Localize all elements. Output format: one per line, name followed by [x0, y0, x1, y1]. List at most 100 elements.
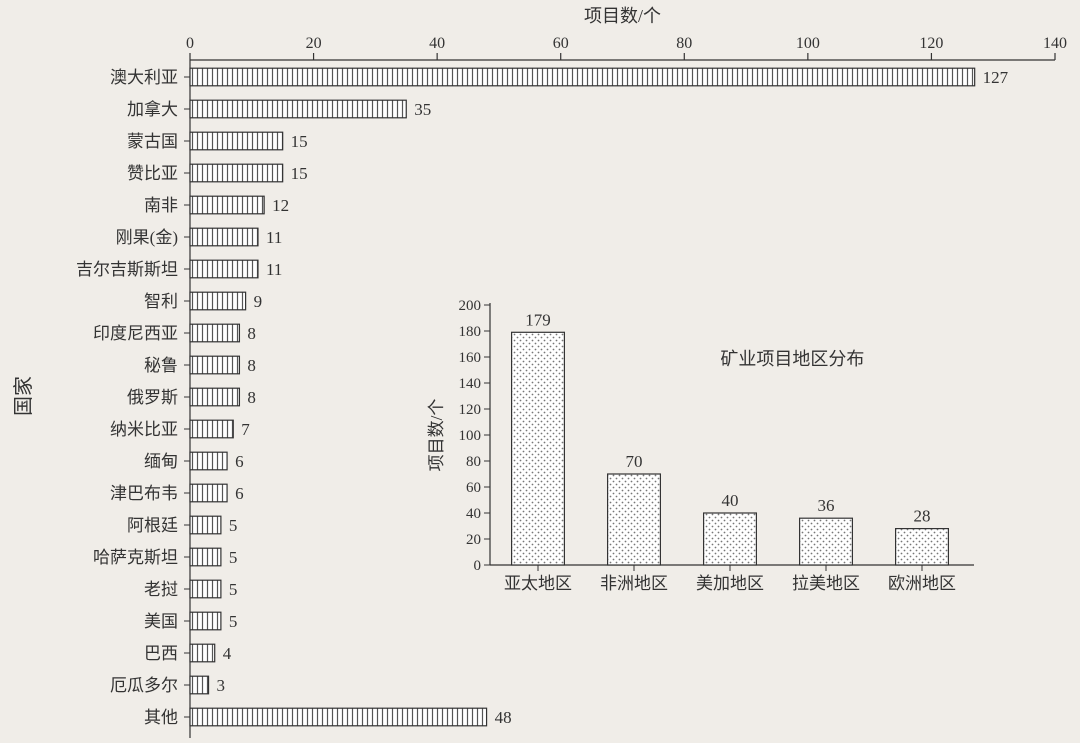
inset-y-tick-label: 100 — [459, 428, 482, 444]
value-label: 6 — [235, 484, 244, 503]
inset-value-label: 40 — [722, 491, 739, 510]
value-label: 15 — [291, 164, 308, 183]
inset-y-tick-label: 200 — [459, 298, 482, 314]
inset-category-label: 美加地区 — [696, 574, 764, 593]
bar — [190, 132, 283, 150]
bar — [190, 228, 258, 246]
inset-y-tick-label: 20 — [466, 532, 481, 548]
value-label: 8 — [247, 388, 256, 407]
inset-title: 矿业项目地区分布 — [720, 349, 864, 369]
category-label: 其他 — [144, 708, 178, 727]
value-label: 35 — [414, 100, 431, 119]
inset-bar — [896, 529, 949, 565]
inset-y-axis-label: 项目数/个 — [427, 399, 446, 472]
inset-value-label: 28 — [914, 507, 931, 526]
bar — [190, 388, 239, 406]
inset-y-tick-label: 140 — [459, 376, 482, 392]
bar — [190, 580, 221, 598]
category-label: 秘鲁 — [144, 356, 178, 375]
value-label: 48 — [495, 708, 512, 727]
category-label: 刚果(金) — [116, 228, 178, 247]
value-label: 11 — [266, 228, 282, 247]
x-tick-label: 120 — [919, 35, 943, 52]
value-label: 4 — [223, 644, 232, 663]
bar — [190, 356, 239, 374]
category-label: 蒙古国 — [127, 132, 178, 151]
chart-svg: 项目数/个020406080100120140澳大利亚127加拿大35蒙古国15… — [0, 0, 1080, 743]
value-label: 8 — [247, 324, 256, 343]
bar — [190, 260, 258, 278]
category-label: 印度尼西亚 — [93, 324, 178, 343]
bar — [190, 708, 487, 726]
x-tick-label: 20 — [306, 35, 322, 52]
bar — [190, 452, 227, 470]
category-label: 纳米比亚 — [110, 420, 178, 439]
value-label: 12 — [272, 196, 289, 215]
inset-y-tick-label: 80 — [466, 454, 481, 470]
y-axis-label: 国家 — [12, 376, 35, 416]
category-label: 南非 — [144, 196, 178, 215]
inset-y-tick-label: 40 — [466, 506, 481, 522]
x-tick-label: 100 — [796, 35, 820, 52]
value-label: 5 — [229, 548, 238, 567]
bar — [190, 100, 406, 118]
bar — [190, 68, 975, 86]
bar — [190, 292, 246, 310]
bar — [190, 612, 221, 630]
x-tick-label: 40 — [429, 35, 445, 52]
bar — [190, 676, 209, 694]
category-label: 赞比亚 — [127, 164, 178, 183]
value-label: 5 — [229, 580, 238, 599]
value-label: 127 — [983, 68, 1009, 87]
value-label: 9 — [254, 292, 263, 311]
category-label: 缅甸 — [144, 452, 178, 471]
category-label: 老挝 — [144, 580, 178, 599]
bar — [190, 196, 264, 214]
x-tick-label: 140 — [1043, 35, 1067, 52]
category-label: 津巴布韦 — [110, 484, 178, 503]
category-label: 加拿大 — [127, 99, 178, 119]
inset-bar — [800, 518, 853, 565]
value-label: 5 — [229, 612, 238, 631]
inset-bar — [704, 513, 757, 565]
value-label: 5 — [229, 516, 238, 535]
bar — [190, 548, 221, 566]
value-label: 15 — [291, 132, 308, 151]
category-label: 澳大利亚 — [110, 68, 178, 87]
value-label: 7 — [241, 420, 250, 439]
bar — [190, 644, 215, 662]
inset-value-label: 179 — [525, 310, 551, 329]
x-axis-label: 项目数/个 — [584, 6, 661, 26]
inset-category-label: 非洲地区 — [600, 574, 668, 593]
inset-value-label: 70 — [626, 452, 643, 471]
category-label: 厄瓜多尔 — [110, 676, 178, 695]
x-tick-label: 0 — [186, 35, 194, 52]
inset-category-label: 拉美地区 — [792, 574, 860, 593]
chart-container: 项目数/个020406080100120140澳大利亚127加拿大35蒙古国15… — [0, 0, 1080, 743]
x-tick-label: 80 — [676, 35, 692, 52]
bar — [190, 324, 239, 342]
bar — [190, 164, 283, 182]
category-label: 哈萨克斯坦 — [93, 548, 178, 567]
value-label: 11 — [266, 260, 282, 279]
inset-y-tick-label: 160 — [459, 350, 482, 366]
inset-bar — [512, 332, 565, 565]
category-label: 智利 — [144, 292, 178, 311]
value-label: 3 — [217, 676, 226, 695]
bar — [190, 516, 221, 534]
category-label: 俄罗斯 — [127, 388, 178, 407]
value-label: 8 — [247, 356, 256, 375]
inset-y-tick-label: 0 — [474, 558, 482, 574]
bar — [190, 484, 227, 502]
inset-y-tick-label: 60 — [466, 480, 481, 496]
inset-category-label: 亚太地区 — [504, 574, 572, 593]
inset-y-tick-label: 180 — [459, 324, 482, 340]
inset-value-label: 36 — [818, 496, 835, 515]
inset-bar — [608, 474, 661, 565]
bar — [190, 420, 233, 438]
category-label: 美国 — [144, 612, 178, 631]
x-tick-label: 60 — [553, 35, 569, 52]
category-label: 巴西 — [144, 644, 178, 663]
category-label: 吉尔吉斯斯坦 — [76, 260, 178, 279]
inset-category-label: 欧洲地区 — [888, 574, 956, 593]
